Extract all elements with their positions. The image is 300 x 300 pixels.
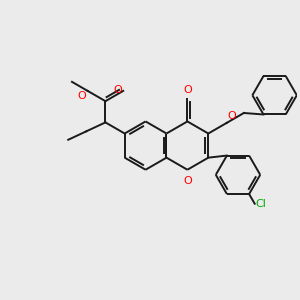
Text: O: O bbox=[77, 92, 86, 101]
Text: O: O bbox=[228, 111, 236, 122]
Text: O: O bbox=[183, 85, 192, 95]
Text: Cl: Cl bbox=[255, 199, 266, 209]
Text: O: O bbox=[113, 85, 122, 95]
Text: O: O bbox=[183, 176, 192, 186]
